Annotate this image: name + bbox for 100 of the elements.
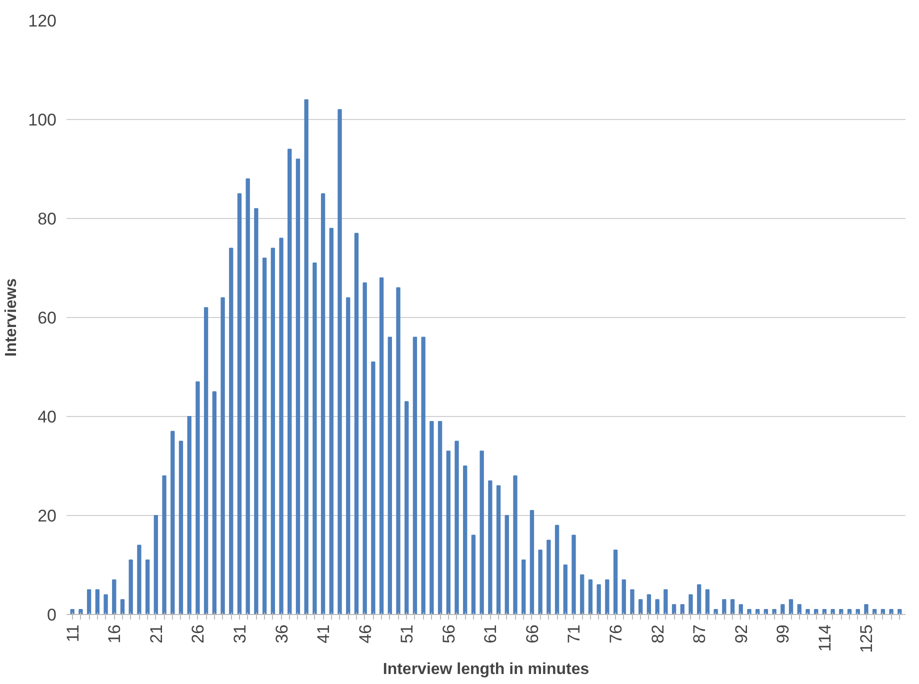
- bar: [664, 589, 668, 614]
- bar: [128, 560, 133, 614]
- bar: [797, 604, 802, 614]
- x-tick-label: 61: [481, 624, 500, 644]
- bar: [630, 589, 634, 614]
- bar: [705, 589, 710, 614]
- bar: [488, 480, 492, 614]
- bar: [454, 440, 459, 614]
- bar: [780, 604, 785, 614]
- bar: [212, 391, 216, 614]
- bar: [430, 420, 434, 614]
- bar: [646, 594, 652, 614]
- bar: [120, 599, 125, 614]
- y-tick-label: 120: [28, 12, 57, 30]
- x-axis-title: Interview length in minutes: [382, 660, 590, 678]
- bar: [480, 450, 484, 614]
- y-tick-label: 100: [28, 110, 57, 130]
- bar: [112, 579, 116, 614]
- bar: [329, 228, 334, 614]
- bar: [421, 336, 426, 614]
- bar: [362, 282, 367, 614]
- x-tick-label: 92: [732, 624, 751, 644]
- x-tick-label: 31: [230, 624, 250, 644]
- bar: [605, 579, 610, 614]
- bar: [154, 515, 158, 614]
- bar: [404, 401, 409, 614]
- bar: [806, 609, 810, 614]
- bar: [412, 336, 418, 614]
- bar: [655, 599, 660, 614]
- x-tick-label: 82: [648, 624, 668, 644]
- bar: [680, 604, 684, 614]
- bar: [254, 208, 258, 614]
- y-tick-label: 0: [47, 606, 57, 624]
- bar: [270, 248, 275, 614]
- x-tick-label: 71: [564, 624, 584, 644]
- y-axis-title: Interviews: [3, 278, 20, 357]
- bar: [237, 193, 242, 614]
- bar: [496, 485, 501, 614]
- bar: [504, 515, 509, 614]
- bar: [613, 550, 618, 614]
- bar: [296, 158, 300, 614]
- x-tick-label: 66: [522, 624, 542, 644]
- bar: [889, 609, 894, 614]
- bar: [346, 297, 350, 614]
- x-tick-label: 99: [774, 624, 793, 644]
- bar: [864, 604, 868, 614]
- bar: [513, 475, 518, 614]
- bar: [288, 148, 292, 614]
- bar: [688, 594, 693, 614]
- bar: [530, 510, 534, 614]
- bar: [371, 362, 376, 614]
- bar: [722, 599, 726, 614]
- bar: [788, 599, 794, 614]
- bar: [538, 550, 542, 614]
- bar: [697, 584, 702, 614]
- bar: [304, 99, 308, 614]
- bar: [187, 416, 192, 614]
- x-tick-label: 26: [188, 624, 208, 644]
- x-tick-label: 21: [146, 624, 166, 644]
- bar: [638, 599, 643, 614]
- bar: [220, 297, 225, 614]
- bar: [730, 599, 735, 614]
- x-tick-label: 46: [356, 624, 375, 644]
- x-tick-label: 16: [105, 624, 124, 644]
- bar: [747, 609, 752, 614]
- bar: [145, 560, 150, 614]
- y-tick-label: 20: [38, 506, 57, 526]
- bar: [554, 524, 560, 614]
- bar: [714, 609, 718, 614]
- bar: [78, 609, 83, 614]
- bar: [622, 579, 626, 614]
- bar: [196, 381, 200, 614]
- x-tick-label: 125: [857, 624, 876, 653]
- y-tick-label: 60: [38, 308, 57, 328]
- bar: [312, 262, 317, 614]
- bar: [563, 564, 568, 614]
- x-tick-label: 87: [690, 624, 710, 644]
- bar: [229, 248, 234, 614]
- bar: [396, 287, 400, 614]
- bar: [338, 109, 342, 614]
- bar: [162, 475, 166, 614]
- bar: [388, 336, 392, 614]
- bar: [580, 574, 584, 614]
- bar: [104, 594, 108, 614]
- bar: [204, 307, 208, 614]
- x-tick-label: 51: [398, 624, 417, 644]
- bar: [95, 589, 100, 614]
- bar: [463, 466, 468, 614]
- bar: [471, 534, 476, 614]
- bar: [246, 178, 250, 614]
- bar: [170, 430, 175, 614]
- bar: [672, 604, 676, 614]
- bar: [279, 238, 284, 614]
- x-tick-label: 56: [439, 624, 458, 644]
- bar: [596, 584, 601, 614]
- x-tick-label: 76: [606, 624, 626, 644]
- bar: [137, 544, 142, 614]
- y-tick-label: 80: [38, 210, 57, 228]
- x-tick-label: 11: [63, 624, 82, 642]
- bar: [379, 277, 384, 614]
